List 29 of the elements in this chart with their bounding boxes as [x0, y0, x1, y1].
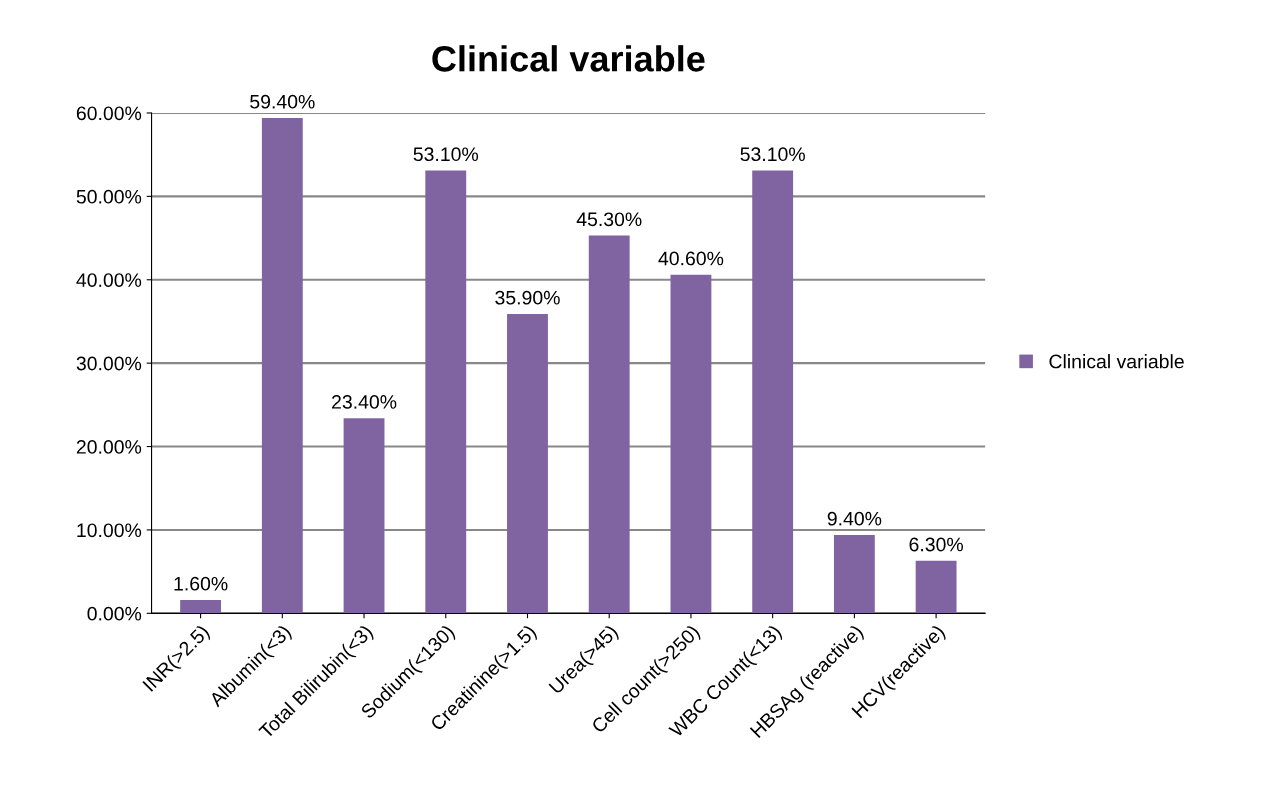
chart-title: Clinical variable [432, 45, 705, 72]
bar [833, 534, 875, 614]
y-tick-label: 20.00% [76, 440, 142, 454]
y-tick-label: 10.00% [77, 523, 142, 538]
data-label: 53.10% [740, 147, 805, 162]
bar [752, 170, 794, 614]
bar [507, 313, 548, 614]
data-label: 53.10% [413, 147, 479, 162]
bar [915, 560, 957, 614]
data-label: 9.40% [827, 511, 882, 526]
y-tick-label: 0.00% [87, 606, 142, 621]
data-label: 1.60% [174, 576, 228, 591]
data-label: 23.40% [332, 395, 397, 409]
data-label: 59.40% [250, 94, 315, 109]
bar [588, 235, 630, 614]
bar [343, 418, 385, 614]
y-tick-label: 30.00% [76, 356, 142, 371]
data-label: 40.60% [658, 251, 724, 266]
data-label: 45.30% [576, 212, 642, 227]
legend-label: Clinical variable [1049, 354, 1184, 369]
bar [425, 170, 467, 614]
bar [180, 599, 222, 614]
bar [261, 117, 303, 614]
data-label: 6.30% [909, 537, 963, 552]
y-tick-label: 60.00% [76, 106, 142, 121]
data-label: 35.90% [495, 290, 560, 305]
bar [670, 274, 712, 614]
y-tick-label: 50.00% [76, 189, 142, 204]
y-tick-label: 40.00% [76, 273, 142, 287]
